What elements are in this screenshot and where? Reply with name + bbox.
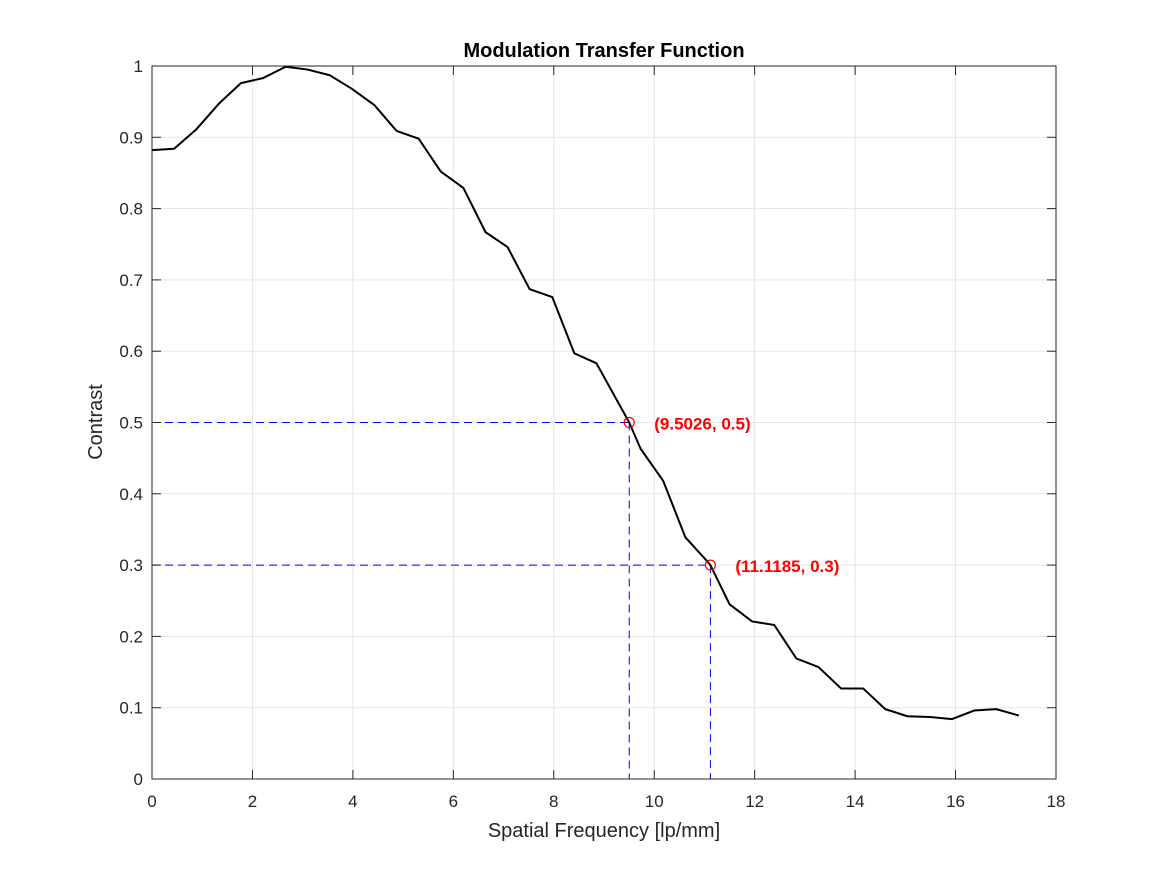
markers: (9.5026, 0.5) (11.1185, 0.3) xyxy=(623,415,839,576)
marker-annotation: (11.1185, 0.3) xyxy=(735,557,839,576)
y-tick-label: 0.1 xyxy=(119,699,143,718)
y-tick-label: 0.7 xyxy=(119,271,143,290)
y-tick-label: 0.3 xyxy=(119,556,143,575)
x-axis-label: Spatial Frequency [lp/mm] xyxy=(488,820,720,842)
y-tick-label: 0.6 xyxy=(119,342,143,361)
x-tick-label: 4 xyxy=(348,792,357,811)
marker-circle xyxy=(704,559,716,571)
x-tick-label: 10 xyxy=(645,792,664,811)
x-tick-label: 8 xyxy=(549,792,558,811)
x-tick-label: 6 xyxy=(449,792,458,811)
marker-annotation: (9.5026, 0.5) xyxy=(654,415,750,434)
y-tick-label: 0.8 xyxy=(119,200,143,219)
y-tick-label: 0.5 xyxy=(119,414,143,433)
x-tick-label: 14 xyxy=(846,792,865,811)
tick-labels: 0 2 4 6 8 10 12 14 16 18 0 0.1 0.2 0.3 0.4 0.5 0.6 0.7 0.8… xyxy=(119,57,1065,811)
y-tick-label: 1 xyxy=(134,57,143,76)
x-tick-label: 18 xyxy=(1047,792,1066,811)
x-tick-label: 2 xyxy=(248,792,257,811)
y-axis-label: Contrast xyxy=(85,384,107,460)
x-tick-label: 16 xyxy=(946,792,965,811)
y-tick-label: 0.2 xyxy=(119,627,143,646)
chart-title: Modulation Transfer Function xyxy=(463,40,744,62)
y-tick-label: 0.9 xyxy=(119,128,143,147)
marker-circle xyxy=(623,416,635,429)
x-tick-label: 0 xyxy=(147,792,156,811)
y-tick-label: 0 xyxy=(134,770,143,789)
y-tick-label: 0.4 xyxy=(119,485,143,504)
ticks xyxy=(151,65,1057,780)
guide-lines xyxy=(152,422,711,779)
x-tick-label: 12 xyxy=(745,792,764,811)
series-line xyxy=(151,65,1020,721)
